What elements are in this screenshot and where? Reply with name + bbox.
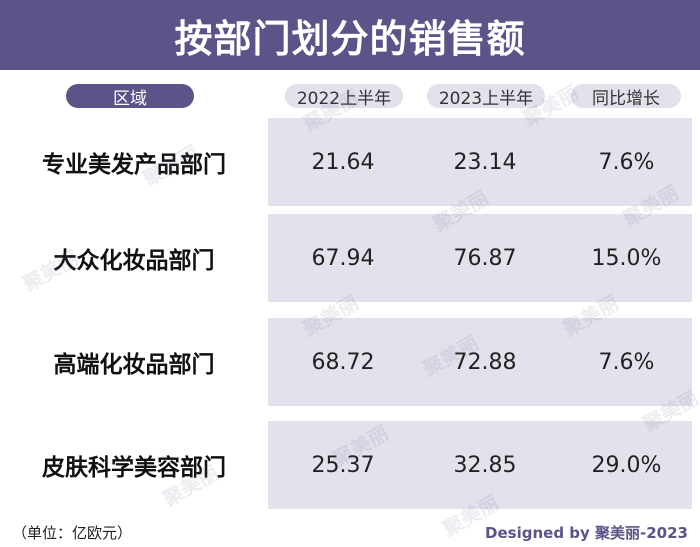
row-label-department: 高端化妆品部门 xyxy=(53,352,215,378)
chart-title: 按部门划分的销售额 xyxy=(174,16,526,61)
row-label-department: 皮肤科学美容部门 xyxy=(42,455,226,481)
title-bar: 按部门划分的销售额 xyxy=(0,0,700,70)
cell-yoy-growth: 7.6% xyxy=(598,349,655,375)
cell-yoy-growth: 29.0% xyxy=(591,452,662,478)
cell-2023-h1: 72.88 xyxy=(453,349,517,375)
row-label-department: 大众化妆品部门 xyxy=(53,248,215,274)
cell-2023-h1: 32.85 xyxy=(453,452,517,478)
cell-yoy-growth: 7.6% xyxy=(598,149,655,175)
cell-2023-h1: 76.87 xyxy=(453,245,517,271)
unit-note: （单位：亿欧元） xyxy=(12,524,133,542)
header-2022-h1: 2022上半年 xyxy=(285,84,403,109)
cell-2022-h1: 67.94 xyxy=(311,245,375,271)
row-label-department: 专业美发产品部门 xyxy=(42,152,226,178)
cell-2022-h1: 25.37 xyxy=(311,452,375,478)
designer-credit: Designed by 聚美丽-2023 xyxy=(485,524,688,542)
table-row xyxy=(268,318,692,406)
header-2023-h1: 2023上半年 xyxy=(427,84,545,109)
header-yoy-growth: 同比增长 xyxy=(571,84,681,109)
cell-2023-h1: 23.14 xyxy=(453,149,517,175)
cell-yoy-growth: 15.0% xyxy=(591,245,662,271)
header-region: 区域 xyxy=(66,84,194,109)
table-row xyxy=(268,421,692,509)
table-row xyxy=(268,118,692,206)
cell-2022-h1: 21.64 xyxy=(311,149,375,175)
cell-2022-h1: 68.72 xyxy=(311,349,375,375)
table-row xyxy=(268,214,692,302)
